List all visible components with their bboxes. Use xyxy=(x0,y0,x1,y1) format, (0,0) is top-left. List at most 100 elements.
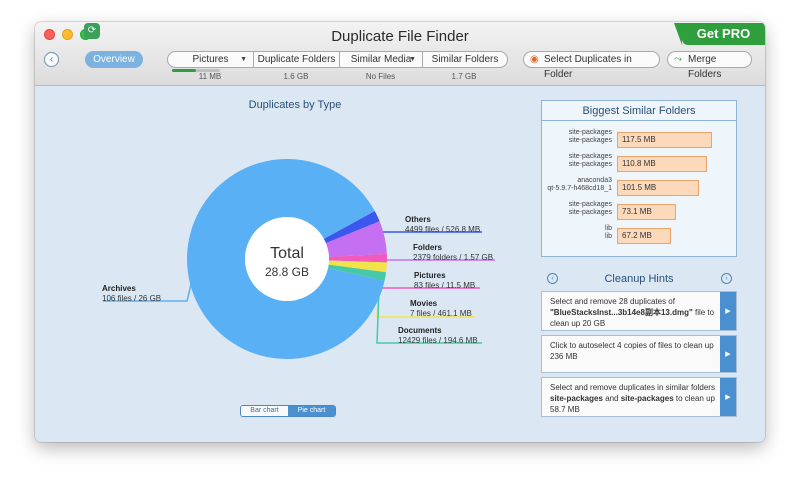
window-title: Duplicate File Finder xyxy=(331,28,469,45)
titlebar: ⟳ Duplicate File Finder Get PRO ‹ Overvi… xyxy=(35,22,765,86)
folder-name: site-packages xyxy=(568,161,612,168)
segment-size: 11 MB xyxy=(198,72,222,81)
callout-pictures: Pictures 83 files / 11.5 MB xyxy=(414,271,475,291)
hints-prev-button[interactable]: ‹ xyxy=(547,273,558,284)
folder-name: site-packages xyxy=(568,201,612,208)
hint-card[interactable]: Select and remove 28 duplicates of "Blue… xyxy=(541,291,737,331)
folder-row[interactable]: site-packages site-packages 73.1 MB xyxy=(542,201,738,223)
panel-title: Biggest Similar Folders xyxy=(542,101,736,121)
hint-card[interactable]: Select and remove duplicates in similar … xyxy=(541,377,737,417)
pie-chart xyxy=(103,158,495,359)
close-window-button[interactable] xyxy=(44,29,55,40)
pie-slice-folders[interactable] xyxy=(325,221,387,257)
callout-documents: Documents 12429 files / 194.6 MB xyxy=(398,326,478,346)
folder-name: site-packages xyxy=(568,209,612,216)
progress-fill xyxy=(172,69,196,72)
biggest-similar-folders-panel: Biggest Similar Folders site-packages sit… xyxy=(541,100,737,257)
folder-name: lib xyxy=(604,233,612,240)
segment-similar-media-label: Similar Media xyxy=(350,54,412,65)
folder-pair-names: site-packages site-packages xyxy=(569,129,612,145)
folder-name: anaconda3 xyxy=(577,177,612,184)
donut-center xyxy=(245,217,329,301)
segment-duplicate-folders-label: Duplicate Folders xyxy=(257,54,336,65)
pie-slice-pictures[interactable] xyxy=(328,253,387,263)
callout-name: Folders xyxy=(413,243,442,252)
folder-size-bar: 117.5 MB xyxy=(617,132,712,148)
pie-slice-others[interactable] xyxy=(323,211,380,244)
dropdown-arrow-icon: ▼ xyxy=(409,56,416,63)
folder-row[interactable]: site-packages site-packages 117.5 MB xyxy=(542,129,738,151)
folder-row[interactable]: site-packages site-packages 110.8 MB xyxy=(542,153,738,175)
pie-chart-toggle[interactable]: Pie chart xyxy=(288,406,335,416)
folder-size-bar: 101.5 MB xyxy=(617,180,699,196)
folder-pair-names: site-packages site-packages xyxy=(569,153,612,169)
hint-card[interactable]: Click to autoselect 4 copies of files to… xyxy=(541,335,737,373)
hint-text-part: file to clean up 20 GB xyxy=(550,308,715,328)
callout-name: Others xyxy=(405,215,431,224)
folder-row[interactable]: lib lib 67.2 MB xyxy=(542,225,738,247)
pie-slice-movies[interactable] xyxy=(328,260,387,273)
bar-chart-toggle[interactable]: Bar chart xyxy=(241,406,288,416)
hints-next-button[interactable]: › xyxy=(721,273,732,284)
folder-size-bar: 73.1 MB xyxy=(617,204,676,220)
app-logo-icon: ⟳ xyxy=(84,23,100,39)
pie-slice-documents[interactable] xyxy=(327,264,387,281)
minimize-window-button[interactable] xyxy=(62,29,73,40)
callout-detail: 83 files / 11.5 MB xyxy=(414,281,476,290)
merge-folders-label: Merge Folders xyxy=(688,54,722,80)
hint-folder-name: site-packages xyxy=(620,394,674,403)
segment-similar-folders[interactable]: Similar Folders xyxy=(423,52,507,67)
folder-pair-names: lib lib xyxy=(605,225,612,241)
chart-type-toggle: Bar chart Pie chart xyxy=(240,405,336,417)
hint-text-part: Select and remove 28 duplicates of xyxy=(550,297,675,306)
back-button[interactable]: ‹ xyxy=(44,52,59,67)
merge-folders-button[interactable]: ⤳ Merge Folders xyxy=(667,51,752,80)
callout-folders: Folders 2379 folders / 1.57 GB xyxy=(413,243,493,263)
hint-text-part: to clean up 58.7 MB xyxy=(550,394,716,414)
target-icon: ◉ xyxy=(530,54,539,65)
folder-name: site-packages xyxy=(568,137,612,144)
segment-pictures[interactable]: Pictures ▼ xyxy=(168,52,254,67)
callout-movies: Movies 7 files / 461.1 MB xyxy=(410,299,472,319)
segment-size: 1.7 GB xyxy=(451,72,477,81)
chart-title: Duplicates by Type xyxy=(248,99,342,111)
folder-size-bar: 67.2 MB xyxy=(617,228,671,244)
overview-button[interactable]: Overview xyxy=(85,51,143,68)
callout-name: Movies xyxy=(410,299,438,308)
callout-others: Others 4499 files / 526.8 MB xyxy=(405,215,480,235)
hint-go-button[interactable]: ▶ xyxy=(720,336,736,372)
segment-sizes: 11 MB 1.6 GB No Files 1.7 GB xyxy=(167,72,508,81)
select-duplicates-label: Select Duplicates in Folder xyxy=(544,54,632,80)
folder-name: qt-5.9.7-h468cd18_1 xyxy=(547,185,612,192)
hint-text-part: Click to autoselect 4 copies of files to… xyxy=(550,341,714,361)
hint-text: Select and remove 28 duplicates of "Blue… xyxy=(550,296,718,329)
hint-go-button[interactable]: ▶ xyxy=(720,292,736,330)
callout-detail: 7 files / 461.1 MB xyxy=(410,309,472,318)
total-value: 28.8 GB xyxy=(264,265,310,279)
callout-detail: 2379 folders / 1.57 GB xyxy=(413,253,494,262)
pie-slice-archives[interactable] xyxy=(187,158,385,359)
get-pro-button[interactable]: Get PRO xyxy=(674,23,765,45)
merge-icon: ⤳ xyxy=(674,54,682,65)
callout-name: Pictures xyxy=(414,271,446,280)
segment-duplicate-folders[interactable]: Duplicate Folders xyxy=(254,52,340,67)
folder-row[interactable]: anaconda3 qt-5.9.7-h468cd18_1 101.5 MB xyxy=(542,177,738,199)
hint-text: Select and remove duplicates in similar … xyxy=(550,382,718,415)
play-arrow-icon: ▶ xyxy=(725,308,731,315)
hint-go-button[interactable]: ▶ xyxy=(720,378,736,416)
segment-size: No Files xyxy=(365,72,396,81)
folder-pair-names: anaconda3 qt-5.9.7-h468cd18_1 xyxy=(547,177,612,193)
total-label: Total xyxy=(270,245,304,262)
pictures-progress-bar xyxy=(172,69,220,72)
hint-folder-name: site-packages xyxy=(550,394,603,403)
segment-similar-folders-label: Similar Folders xyxy=(431,54,499,65)
folder-size-bar: 110.8 MB xyxy=(617,156,707,172)
folder-name: lib xyxy=(604,225,612,232)
play-arrow-icon: ▶ xyxy=(725,351,731,358)
segment-similar-media[interactable]: Similar Media ▼ xyxy=(340,52,423,67)
select-duplicates-in-folder-button[interactable]: ◉ Select Duplicates in Folder xyxy=(523,51,660,80)
app-window: ⟳ Duplicate File Finder Get PRO ‹ Overvi… xyxy=(35,22,765,442)
folder-pair-names: site-packages site-packages xyxy=(569,201,612,217)
folder-name: site-packages xyxy=(568,153,612,160)
category-segmented-control: Pictures ▼ Duplicate Folders Similar Med… xyxy=(167,51,508,68)
